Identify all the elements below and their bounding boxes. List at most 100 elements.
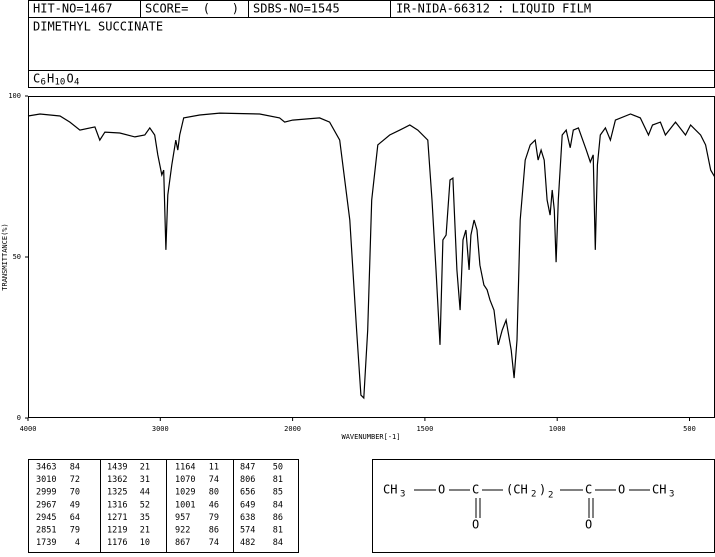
structure-atom: C: [472, 483, 479, 497]
peak-wavenumber: 1362: [107, 475, 127, 485]
peak-transmittance: 10: [140, 538, 150, 548]
peak-wavenumber: 574: [240, 526, 255, 536]
formula-subscript: 10: [55, 78, 66, 88]
compound-name: DIMETHYL SUCCINATE: [33, 20, 163, 34]
peak-transmittance: 46: [209, 500, 219, 510]
peak-transmittance: 81: [273, 475, 283, 485]
peak-wavenumber: 922: [175, 526, 190, 536]
peak-transmittance: 84: [273, 500, 283, 510]
peak-wavenumber: 1176: [107, 538, 127, 548]
peak-transmittance: 86: [209, 526, 219, 536]
peak-wavenumber: 1739: [36, 538, 56, 548]
peak-transmittance: 64: [70, 513, 80, 523]
peak-wavenumber: 1271: [107, 513, 127, 523]
peak-wavenumber: 1219: [107, 526, 127, 536]
header-box: [28, 0, 715, 88]
peak-wavenumber: 1164: [175, 463, 195, 473]
peak-transmittance: 50: [273, 463, 283, 473]
x-tick-label: 2000: [284, 425, 301, 433]
peak-wavenumber: 638: [240, 513, 255, 523]
y-axis-label: TRANSMITTANCE(%): [1, 223, 9, 290]
peak-transmittance: 4: [75, 538, 80, 548]
hit-no: HIT-NO=1467: [33, 2, 112, 16]
x-axis-label: WAVENUMBER[-1]: [341, 433, 400, 441]
formula-subscript: 4: [74, 78, 79, 88]
score: SCORE= ( ): [145, 2, 239, 16]
formula: C 6 H 10 O 4: [33, 72, 79, 88]
structure-atom: O: [472, 518, 479, 532]
peak-wavenumber: 3463: [36, 463, 56, 473]
x-tick-label: 4000: [20, 425, 37, 433]
formula-subscript: 6: [41, 78, 46, 88]
peak-transmittance: 35: [140, 513, 150, 523]
structure-atom: O: [585, 518, 592, 532]
peak-transmittance: 70: [70, 488, 80, 498]
peak-transmittance: 52: [140, 500, 150, 510]
peak-transmittance: 84: [70, 463, 80, 473]
peak-transmittance: 21: [140, 463, 150, 473]
peak-wavenumber: 2967: [36, 500, 56, 510]
peak-wavenumber: 867: [175, 538, 190, 548]
formula-element: O: [67, 72, 74, 86]
peak-transmittance: 79: [70, 526, 80, 536]
peak-wavenumber: 1070: [175, 475, 195, 485]
x-tick-label: 1000: [549, 425, 566, 433]
peak-transmittance: 11: [209, 463, 219, 473]
peak-wavenumber: 1001: [175, 500, 195, 510]
peak-wavenumber: 649: [240, 500, 255, 510]
structure-atom: (CH: [506, 483, 528, 497]
peak-wavenumber: 2999: [36, 488, 56, 498]
formula-element: H: [47, 72, 54, 86]
structure-atom: 3: [400, 490, 405, 500]
peak-transmittance: 81: [273, 526, 283, 536]
structure-atom: ): [539, 483, 546, 497]
peak-wavenumber: 1029: [175, 488, 195, 498]
formula-element: C: [33, 72, 40, 86]
structure-atom: C: [585, 483, 592, 497]
x-tick-label: 1500: [416, 425, 433, 433]
method: IR-NIDA-66312 : LIQUID FILM: [396, 2, 591, 16]
structure-atom: CH: [652, 483, 666, 497]
y-tick-label: 0: [17, 414, 21, 422]
x-tick-label: 3000: [152, 425, 169, 433]
sdbs-no: SDBS-NO=1545: [253, 2, 340, 16]
structure-atom: O: [438, 483, 445, 497]
structure-box: [372, 459, 715, 553]
peak-transmittance: 49: [70, 500, 80, 510]
y-tick-label: 100: [8, 92, 21, 100]
peak-wavenumber: 3010: [36, 475, 56, 485]
bonds: [414, 489, 650, 518]
peak-wavenumber: 2945: [36, 513, 56, 523]
peak-transmittance: 74: [209, 475, 219, 485]
x-tick-label: 500: [683, 425, 696, 433]
structure-atom: 2: [548, 491, 553, 501]
plot-frame: [28, 96, 715, 418]
peak-transmittance: 74: [209, 538, 219, 548]
structure-atom: 3: [669, 490, 674, 500]
peak-wavenumber: 2851: [36, 526, 56, 536]
spectrum-line: [27, 112, 715, 400]
peak-transmittance: 21: [140, 526, 150, 536]
peak-transmittance: 86: [273, 513, 283, 523]
peak-wavenumber: 1316: [107, 500, 127, 510]
y-tick-label: 50: [13, 253, 21, 261]
peak-transmittance: 31: [140, 475, 150, 485]
peak-transmittance: 79: [209, 513, 219, 523]
peak-wavenumber: 1325: [107, 488, 127, 498]
peak-transmittance: 44: [140, 488, 150, 498]
structure-atom: 2: [531, 490, 536, 500]
structure-atom: O: [618, 483, 625, 497]
structure-atom: CH: [383, 483, 397, 497]
peak-transmittance: 85: [273, 488, 283, 498]
peak-wavenumber: 482: [240, 538, 255, 548]
peak-wavenumber: 957: [175, 513, 190, 523]
peak-transmittance: 72: [70, 475, 80, 485]
peak-wavenumber: 656: [240, 488, 255, 498]
peak-transmittance: 80: [209, 488, 219, 498]
peak-wavenumber: 806: [240, 475, 255, 485]
peak-transmittance: 84: [273, 538, 283, 548]
peak-wavenumber: 847: [240, 463, 255, 473]
peak-wavenumber: 1439: [107, 463, 127, 473]
